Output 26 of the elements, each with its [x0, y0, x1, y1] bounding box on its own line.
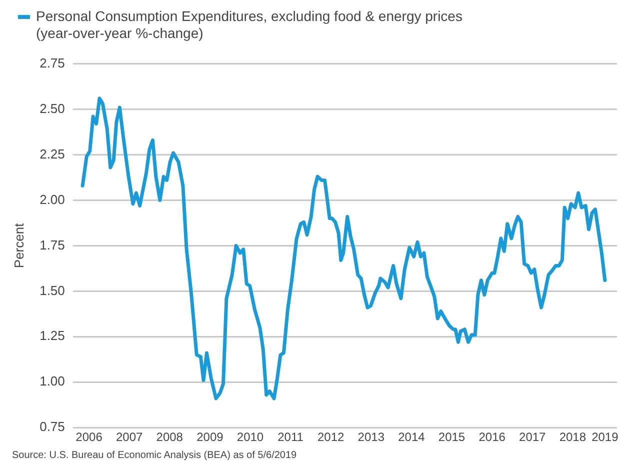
legend-label: Personal Consumption Expenditures, excluding food & energy prices (year-over-year %-change) — [36, 8, 464, 42]
x-tick-label: 2017 — [519, 430, 546, 444]
x-tick-label: 2018 — [559, 430, 586, 444]
x-tick-label: 2008 — [156, 430, 184, 444]
y-tick-label: 1.75 — [40, 237, 65, 252]
y-tick-label: 2.75 — [40, 55, 65, 70]
y-tick-label: 2.00 — [40, 192, 65, 207]
y-tick-label: 2.25 — [40, 146, 65, 162]
x-tick-label: 2015 — [438, 430, 466, 444]
y-tick-label: 1.50 — [40, 282, 65, 298]
x-tick-label: 2014 — [398, 430, 426, 444]
x-tick-label: 2019 — [592, 430, 619, 444]
y-tick-label: 1.25 — [40, 328, 65, 344]
y-tick-label: 2.50 — [40, 100, 65, 116]
y-tick-label: 0.75 — [40, 419, 65, 434]
x-tick-label: 2010 — [236, 430, 264, 444]
x-tick-label: 2009 — [196, 430, 224, 444]
x-tick-label: 2013 — [358, 430, 385, 444]
y-axis-title: Percent — [11, 222, 26, 268]
x-tick-label: 2012 — [317, 430, 345, 444]
x-tick-label: 2016 — [478, 430, 506, 444]
y-tick-label: 1.00 — [40, 374, 65, 389]
x-tick-label: 2007 — [116, 430, 143, 444]
x-tick-label: 2011 — [278, 430, 304, 444]
x-tick-label: 2006 — [76, 430, 103, 444]
source-note: Source: U.S. Bureau of Economic Analysis (BEA) as of 5/6/2019 — [11, 450, 298, 461]
